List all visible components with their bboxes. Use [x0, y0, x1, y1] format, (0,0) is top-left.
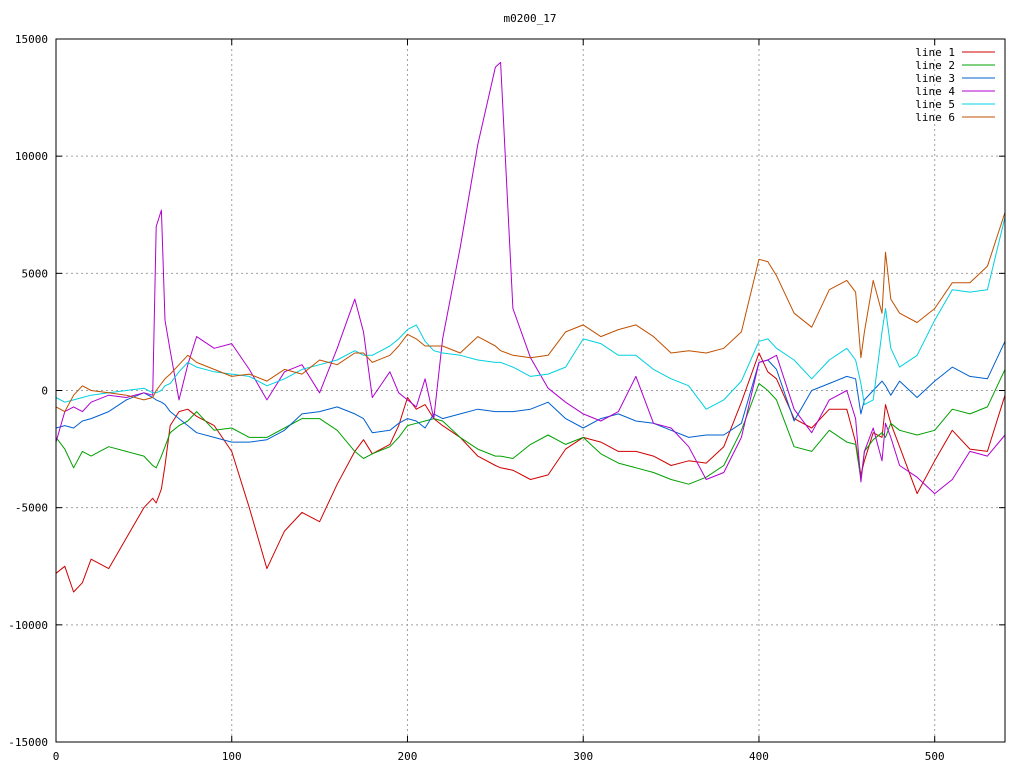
grid-lines: [56, 39, 1005, 742]
x-tick-label: 300: [573, 750, 593, 763]
y-tick-label: -10000: [8, 619, 48, 632]
x-tick-label: 500: [925, 750, 945, 763]
x-tick-label: 200: [398, 750, 418, 763]
series-line-1: [55, 352, 1006, 593]
legend-label: line 5: [915, 98, 955, 111]
plot-frame: [55, 38, 1006, 743]
chart-title: m0200_17: [504, 12, 557, 25]
series-line-6: [55, 212, 1006, 413]
y-tick-label: -15000: [8, 736, 48, 749]
axis-ticks: 0 100 200 300 400 500 -15000 -10000 -5000 0 5000 10…: [8, 33, 1005, 763]
y-tick-label: 5000: [22, 267, 49, 280]
legend-label: line 4: [915, 85, 955, 98]
series-line-4: [55, 61, 1006, 495]
series-line-5: [55, 216, 1006, 410]
series-line-3: [55, 341, 1006, 443]
y-tick-label: 15000: [15, 33, 48, 46]
x-tick-label: 100: [222, 750, 242, 763]
legend-label: line 6: [915, 111, 955, 124]
x-tick-label: 400: [749, 750, 769, 763]
legend-label: line 1: [915, 46, 955, 59]
x-tick-label: 0: [53, 750, 60, 763]
y-tick-label: -5000: [15, 502, 48, 515]
y-tick-label: 10000: [15, 150, 48, 163]
legend-label: line 3: [915, 72, 955, 85]
series-layer: [55, 61, 1006, 593]
legend-label: line 2: [915, 59, 955, 72]
y-tick-label: 0: [41, 385, 48, 398]
